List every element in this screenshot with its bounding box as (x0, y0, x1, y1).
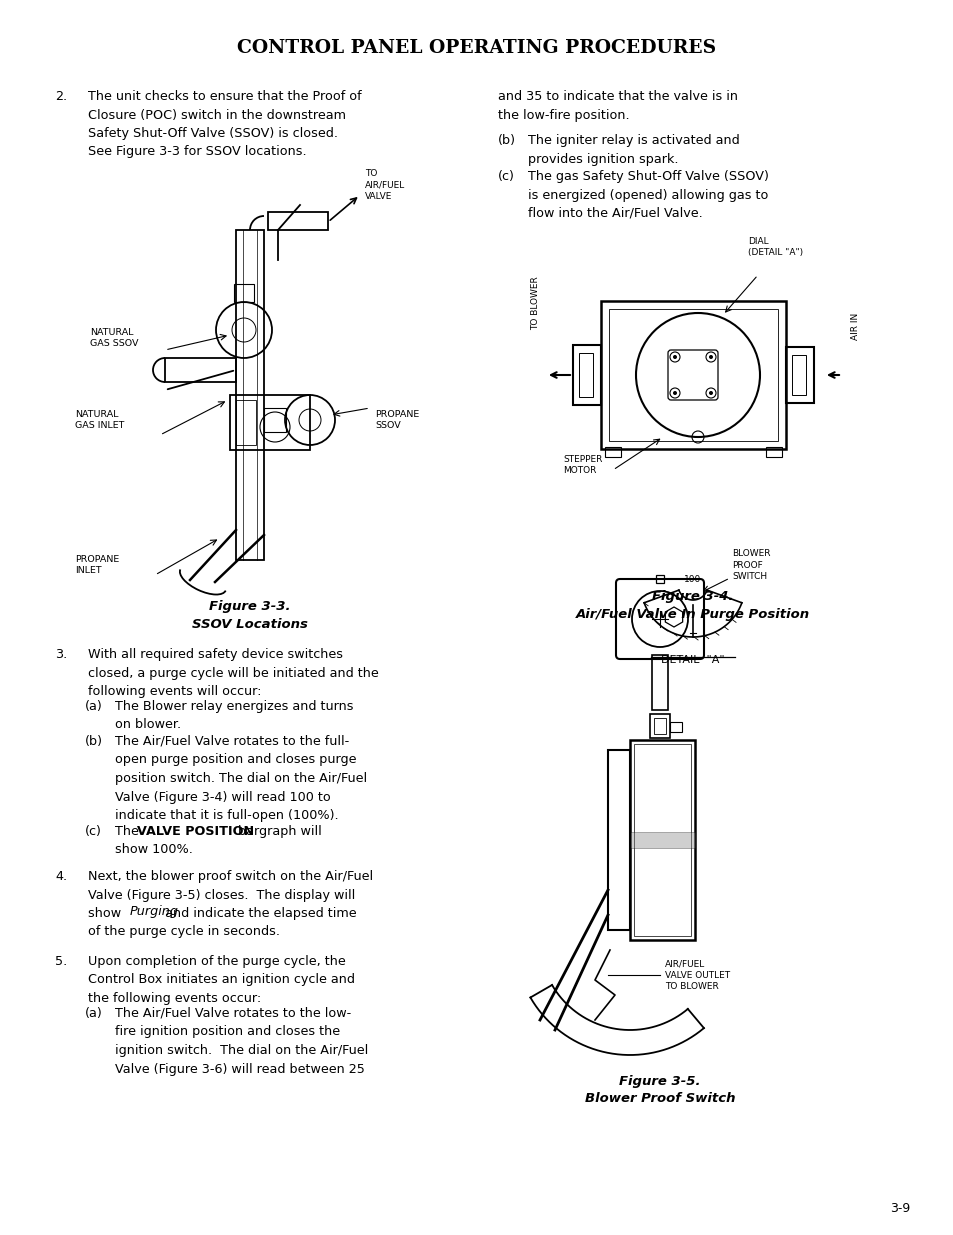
Text: Blower Proof Switch: Blower Proof Switch (584, 1092, 735, 1105)
Bar (573, 345, 600, 405)
Bar (656, 576, 663, 583)
Bar (629, 740, 695, 940)
Bar (649, 714, 669, 739)
Bar (765, 447, 781, 457)
Text: The Air/Fuel Valve rotates to the low-
fire ignition position and closes the
ign: The Air/Fuel Valve rotates to the low- f… (115, 1007, 368, 1076)
Bar (230, 395, 310, 450)
Text: DETAIL  "A": DETAIL "A" (660, 655, 724, 664)
Bar (654, 718, 665, 734)
Text: (b): (b) (497, 135, 516, 147)
Text: (a): (a) (85, 700, 103, 713)
Circle shape (672, 354, 677, 359)
Text: Figure 3-3.: Figure 3-3. (209, 600, 291, 613)
Text: With all required safety device switches
closed, a purge cycle will be initiated: With all required safety device switches… (88, 648, 378, 698)
Circle shape (708, 391, 712, 395)
Text: STEPPER
MOTOR: STEPPER MOTOR (562, 454, 601, 475)
Text: TO
AIR/FUEL
VALVE: TO AIR/FUEL VALVE (365, 169, 405, 200)
Text: The gas Safety Shut-Off Valve (SSOV)
is energized (opened) allowing gas to
flow : The gas Safety Shut-Off Valve (SSOV) is … (527, 170, 768, 220)
Text: and 35 to indicate that the valve is in
the low-fire position.: and 35 to indicate that the valve is in … (497, 90, 738, 121)
Text: The: The (115, 825, 143, 839)
Bar (634, 743, 690, 936)
Bar (233, 284, 253, 303)
Bar (268, 212, 328, 230)
FancyArrowPatch shape (168, 370, 233, 389)
Text: NATURAL
GAS INLET: NATURAL GAS INLET (75, 410, 124, 430)
Bar (604, 447, 620, 457)
Text: Air/Fuel Valve In Purge Position: Air/Fuel Valve In Purge Position (576, 608, 809, 621)
Text: Figure 3-5.: Figure 3-5. (618, 1074, 700, 1088)
Bar (235, 400, 255, 445)
Text: 3-9: 3-9 (889, 1202, 909, 1215)
Text: The Blower relay energizes and turns
on blower.: The Blower relay energizes and turns on … (115, 700, 354, 731)
Bar (264, 408, 286, 432)
Text: Upon completion of the purge cycle, the
Control Box initiates an ignition cycle : Upon completion of the purge cycle, the … (88, 955, 355, 1005)
Bar (600, 301, 785, 450)
Bar (608, 309, 778, 441)
Text: (c): (c) (85, 825, 102, 839)
Text: 4.: 4. (55, 869, 67, 883)
Text: Next, the blower proof switch on the Air/Fuel
Valve (Figure 3-5) closes.  The di: Next, the blower proof switch on the Air… (88, 869, 373, 939)
Text: AIR IN: AIR IN (851, 312, 860, 340)
Text: 5.: 5. (55, 955, 67, 968)
Text: AIR/FUEL
VALVE OUTLET
TO BLOWER: AIR/FUEL VALVE OUTLET TO BLOWER (664, 960, 729, 990)
Text: Figure 3-4.: Figure 3-4. (652, 590, 733, 603)
Bar (785, 347, 813, 403)
Text: Purging: Purging (130, 905, 179, 918)
Text: show 100%.: show 100%. (115, 844, 193, 856)
Text: (a): (a) (85, 1007, 103, 1020)
Bar (235, 230, 264, 559)
Text: The unit checks to ensure that the Proof of
Closure (POC) switch in the downstre: The unit checks to ensure that the Proof… (88, 90, 361, 158)
Text: PROPANE
INLET: PROPANE INLET (75, 555, 119, 576)
Text: CONTROL PANEL OPERATING PROCEDURES: CONTROL PANEL OPERATING PROCEDURES (237, 40, 716, 57)
Text: 2.: 2. (55, 90, 67, 103)
Bar (165, 358, 235, 382)
Bar (607, 750, 629, 930)
Text: (b): (b) (85, 735, 103, 748)
Text: TO BLOWER: TO BLOWER (531, 277, 540, 330)
Bar (578, 353, 593, 396)
Text: 3.: 3. (55, 648, 67, 661)
Bar (651, 655, 667, 710)
Bar (629, 832, 695, 848)
Text: VALVE POSITION: VALVE POSITION (137, 825, 253, 839)
Text: (c): (c) (497, 170, 515, 183)
Text: DIAL
(DETAIL "A"): DIAL (DETAIL "A") (747, 237, 802, 257)
Text: BLOWER
PROOF
SWITCH: BLOWER PROOF SWITCH (731, 550, 770, 580)
Circle shape (708, 354, 712, 359)
Text: NATURAL
GAS SSOV: NATURAL GAS SSOV (90, 329, 138, 348)
Text: PROPANE
SSOV: PROPANE SSOV (375, 410, 418, 430)
Text: 100: 100 (683, 574, 700, 583)
Text: SSOV Locations: SSOV Locations (192, 618, 308, 631)
Bar (791, 354, 805, 395)
Text: The Air/Fuel Valve rotates to the full-
open purge position and closes purge
pos: The Air/Fuel Valve rotates to the full- … (115, 735, 367, 823)
Circle shape (672, 391, 677, 395)
Text: bargraph will: bargraph will (233, 825, 321, 839)
Bar (669, 722, 681, 732)
Text: The igniter relay is activated and
provides ignition spark.: The igniter relay is activated and provi… (527, 135, 739, 165)
